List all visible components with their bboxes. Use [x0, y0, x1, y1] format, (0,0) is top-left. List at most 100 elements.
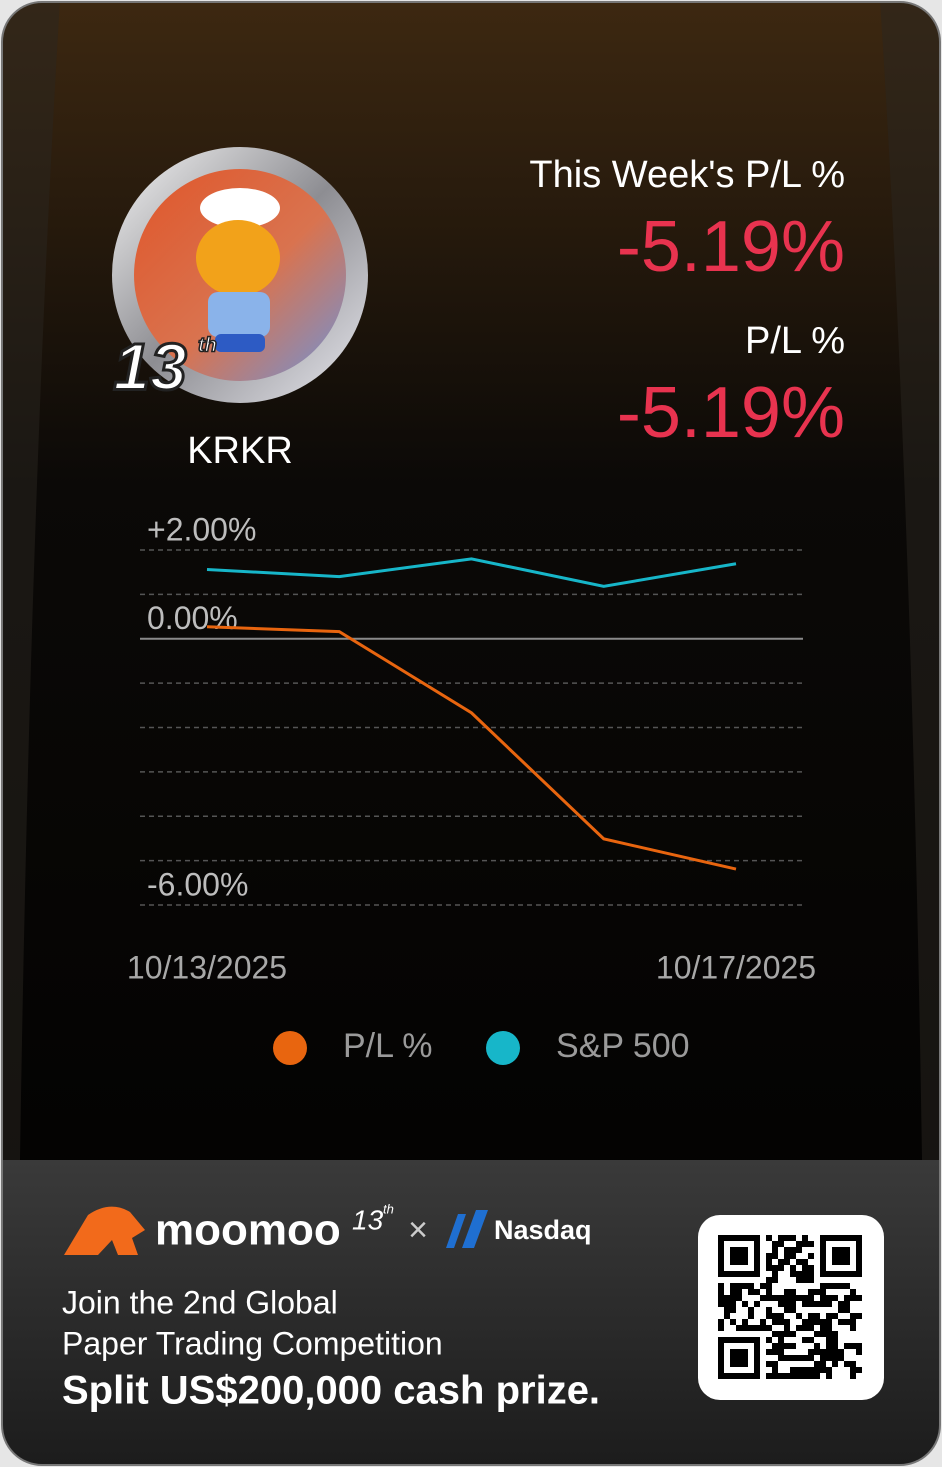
qr-module: [748, 1283, 754, 1289]
qr-module: [844, 1343, 850, 1349]
qr-module: [850, 1313, 856, 1319]
qr-module: [820, 1283, 826, 1289]
qr-module: [850, 1373, 856, 1379]
qr-module: [820, 1367, 826, 1373]
qr-module: [736, 1325, 742, 1331]
qr-module: [772, 1265, 778, 1271]
qr-module: [796, 1367, 802, 1373]
qr-module: [832, 1361, 838, 1367]
promo-headline: Split US$200,000 cash prize.: [62, 1369, 600, 1413]
avatar-badge-suffix: th: [198, 334, 217, 356]
qr-module: [808, 1265, 814, 1271]
qr-module: [814, 1373, 820, 1379]
qr-module: [766, 1349, 772, 1355]
qr-module: [856, 1349, 862, 1355]
qr-module: [796, 1313, 802, 1319]
qr-module: [790, 1247, 796, 1253]
qr-module: [790, 1331, 796, 1337]
qr-module: [772, 1367, 778, 1373]
qr-module: [808, 1349, 814, 1355]
qr-module: [772, 1253, 778, 1259]
qr-module: [820, 1355, 826, 1361]
qr-module: [808, 1313, 814, 1319]
qr-module: [718, 1319, 724, 1325]
qr-module: [766, 1313, 772, 1319]
mascot-shirt: [208, 292, 270, 337]
qr-module: [748, 1289, 754, 1295]
qr-module: [790, 1295, 796, 1301]
qr-module: [850, 1325, 856, 1331]
avatar-name: KRKR: [187, 430, 293, 472]
qr-module: [784, 1295, 790, 1301]
qr-module: [850, 1319, 856, 1325]
qr-module: [778, 1331, 784, 1337]
qr-module: [826, 1313, 832, 1319]
qr-module: [814, 1367, 820, 1373]
qr-module: [790, 1355, 796, 1361]
qr-module: [838, 1301, 844, 1307]
qr-module: [772, 1277, 778, 1283]
qr-module: [790, 1301, 796, 1307]
qr-module: [784, 1343, 790, 1349]
total-value: -5.19%: [617, 373, 845, 453]
qr-module: [808, 1253, 814, 1259]
qr-finder: [730, 1247, 748, 1265]
qr-module: [844, 1361, 850, 1367]
qr-module: [808, 1271, 814, 1277]
qr-module: [826, 1283, 832, 1289]
qr-module: [796, 1241, 802, 1247]
qr-module: [802, 1241, 808, 1247]
qr-module: [850, 1289, 856, 1295]
promo-line: Join the 2nd Global: [62, 1284, 338, 1320]
qr-module: [772, 1373, 778, 1379]
qr-module: [724, 1307, 730, 1313]
qr-module: [856, 1313, 862, 1319]
qr-module: [832, 1295, 838, 1301]
y-tick-label: +2.00%: [147, 511, 256, 547]
qr-module: [844, 1319, 850, 1325]
qr-module: [802, 1277, 808, 1283]
qr-module: [790, 1307, 796, 1313]
qr-module: [778, 1295, 784, 1301]
qr-module: [736, 1295, 742, 1301]
qr-module: [832, 1349, 838, 1355]
qr-module: [796, 1247, 802, 1253]
qr-module: [724, 1301, 730, 1307]
series-line: [206, 557, 737, 588]
qr-module: [784, 1247, 790, 1253]
qr-module: [856, 1367, 862, 1373]
qr-module: [766, 1235, 772, 1241]
qr-module: [790, 1373, 796, 1379]
qr-module: [736, 1283, 742, 1289]
qr-module: [808, 1241, 814, 1247]
qr-module: [790, 1289, 796, 1295]
qr-finder: [730, 1349, 748, 1367]
qr-module: [784, 1259, 790, 1265]
qr-module: [850, 1295, 856, 1301]
qr-module: [742, 1283, 748, 1289]
qr-module: [718, 1283, 724, 1289]
legend-swatch: [273, 1031, 307, 1065]
side-pillar: [2, 2, 60, 1160]
qr-module: [850, 1343, 856, 1349]
x-tick-label: 10/13/2025: [127, 949, 287, 985]
nasdaq-icon: [446, 1210, 488, 1248]
partner-name: Nasdaq: [494, 1215, 592, 1245]
qr-module: [772, 1331, 778, 1337]
qr-module: [838, 1355, 844, 1361]
qr-module: [760, 1295, 766, 1301]
qr-finder: [832, 1247, 850, 1265]
brand-name: moomoo: [155, 1206, 341, 1255]
qr-module: [826, 1331, 832, 1337]
qr-module: [802, 1265, 808, 1271]
qr-module: [784, 1319, 790, 1325]
qr-module: [736, 1289, 742, 1295]
qr-module: [802, 1271, 808, 1277]
qr-module: [730, 1301, 736, 1307]
qr-module: [766, 1283, 772, 1289]
qr-module: [784, 1235, 790, 1241]
qr-module: [826, 1295, 832, 1301]
qr-module: [760, 1325, 766, 1331]
total-label: P/L %: [745, 320, 845, 362]
